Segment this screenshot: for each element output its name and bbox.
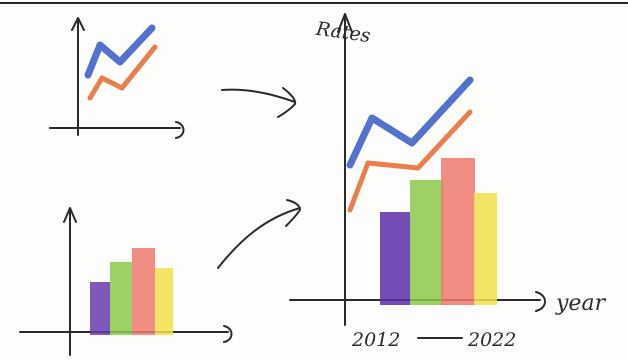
x-axis — [49, 121, 185, 139]
bar-green — [410, 180, 443, 305]
bar-purple — [380, 212, 410, 305]
y-axis — [63, 207, 77, 356]
bar-yellow — [155, 268, 173, 335]
small-bar-chart — [19, 207, 233, 356]
y-axis — [71, 17, 85, 136]
combined-chart: Rates year 2012 2022 — [289, 13, 607, 351]
line-orange — [347, 109, 473, 213]
y-axis — [337, 13, 353, 326]
arrow — [221, 87, 297, 118]
bar-red — [132, 248, 155, 335]
line-blue — [84, 24, 156, 79]
x-axis-label: year — [555, 291, 607, 316]
small-line-chart — [49, 17, 185, 139]
line-blue — [346, 76, 474, 169]
bar-purple — [90, 282, 110, 335]
arrow — [217, 199, 301, 269]
bar-green — [110, 262, 132, 335]
bar-yellow — [474, 193, 497, 305]
x-end-label: 2022 — [467, 329, 516, 351]
line-orange — [87, 44, 158, 101]
x-start-label: 2012 — [351, 329, 400, 351]
bar-red — [441, 158, 475, 305]
y-axis-label: Rates — [314, 18, 372, 48]
